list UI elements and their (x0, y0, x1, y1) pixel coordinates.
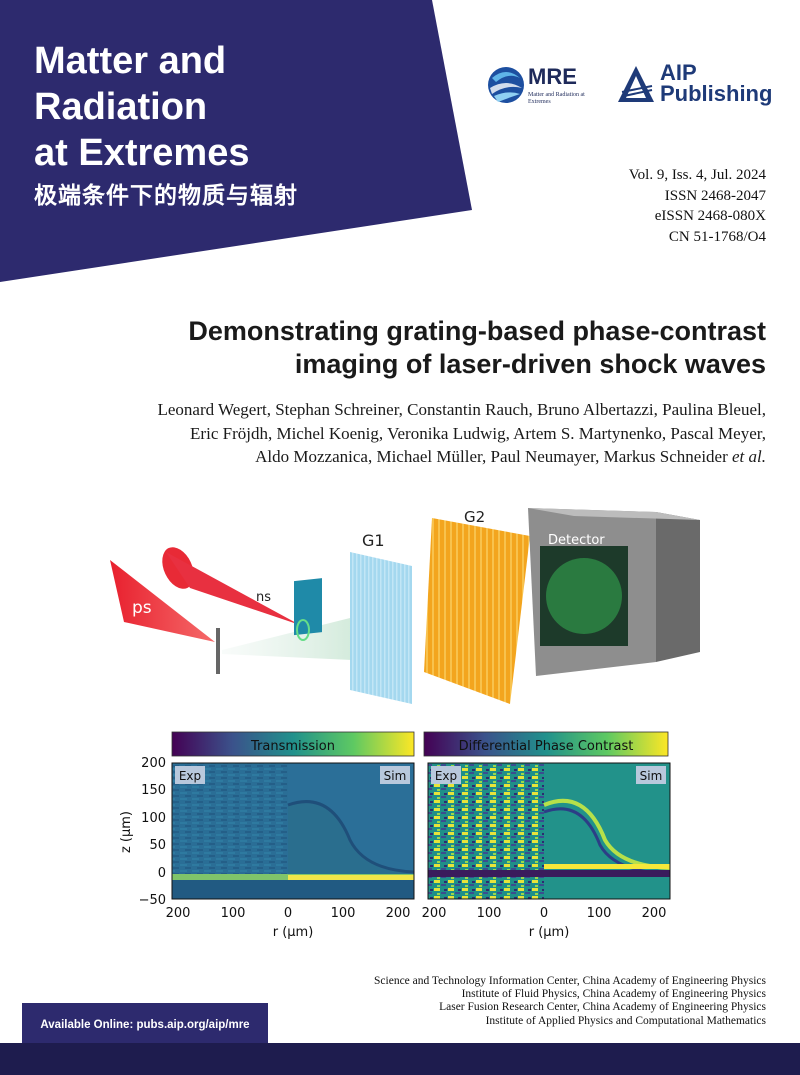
author-list: Leonard Wegert, Stephan Schreiner, Const… (16, 398, 766, 469)
issue-eissn: eISSN 2468-080X (654, 208, 766, 224)
mre-swirl-icon (488, 67, 524, 103)
dpc-colorbar (423, 731, 669, 757)
aip-line1: AIP (660, 60, 697, 85)
x-tick: 100 (587, 906, 612, 921)
mre-logo: MRE Matter and Radiation at Extremes (486, 62, 596, 112)
grating-g2 (424, 518, 530, 704)
article-title-line: imaging of laser-driven shock waves (294, 349, 766, 379)
x-axis-label-left: r (µm) (273, 925, 314, 940)
author-et-al: et al. (732, 447, 766, 466)
g1-label: G1 (362, 531, 385, 550)
grating-g1 (350, 552, 412, 704)
author-names: Aldo Mozzanica, Michael Müller, Paul Neu… (255, 447, 728, 466)
aip-publishing-word: AIP Publishing (660, 60, 773, 106)
aip-triangle-icon (618, 66, 654, 102)
dpc-title: Differential Phase Contrast (459, 739, 634, 754)
affiliations: Science and Technology Information Cente… (374, 975, 766, 1028)
y-tick: −50 (139, 893, 166, 908)
author-line: Leonard Wegert, Stephan Schreiner, Const… (157, 400, 766, 419)
x-tick: 100 (221, 906, 246, 921)
dpc-sim-tag: Sim (640, 769, 663, 783)
x-tick: 200 (166, 906, 191, 921)
x-tick: 200 (642, 906, 667, 921)
y-tick: 150 (141, 783, 166, 798)
dpc-panel: Exp Sim (427, 762, 671, 900)
x-axis-label-right: r (µm) (529, 925, 570, 940)
detector-label: Detector (548, 533, 605, 548)
journal-title-chinese: 极端条件下的物质与辐射 (34, 183, 298, 209)
y-tick: 50 (149, 838, 166, 853)
header-banner (0, 0, 472, 282)
journal-title: Matter and Radiation at Extremes (34, 38, 249, 176)
transmission-exp-tag: Exp (179, 769, 201, 783)
available-online-link[interactable]: Available Online: pubs.aip.org/aip/mre (22, 1003, 268, 1047)
article-title: Demonstrating grating-based phase-contra… (46, 315, 766, 381)
aip-publishing-logo: AIP Publishing (616, 62, 776, 112)
x-tick: 200 (386, 906, 411, 921)
affiliation-line: Science and Technology Information Cente… (374, 975, 766, 987)
bottom-bar (0, 1043, 800, 1075)
x-tick: 0 (540, 906, 548, 921)
issue-info: Vol. 9, Iss. 4, Jul. 2024 ISSN 2468-2047… (629, 165, 766, 247)
transmission-panel: Exp Sim (171, 762, 415, 900)
y-tick: 200 (141, 756, 166, 771)
result-plots: Transmission Differential Phase Contrast… (119, 731, 671, 940)
transmission-sim-tag: Sim (384, 769, 407, 783)
x-tick: 100 (331, 906, 356, 921)
mre-logo-subtitle: Matter and Radiation at Extremes (528, 92, 585, 105)
y-tick: 100 (141, 811, 166, 826)
ps-label: ps (132, 598, 152, 618)
ns-laser-cone (166, 552, 300, 625)
transmission-colorbar (171, 731, 415, 757)
affiliation-line: Institute of Fluid Physics, China Academ… (461, 988, 766, 1001)
author-line: Eric Fröjdh, Michel Koenig, Veronika Lud… (190, 423, 766, 443)
issue-cn: CN 51-1768/O4 (668, 228, 766, 245)
mre-logo-word: MRE (528, 64, 577, 89)
x-tick: 100 (477, 906, 502, 921)
journal-title-line: at Extremes (34, 132, 250, 174)
y-tick: 0 (158, 866, 166, 881)
ns-label: ns (256, 590, 271, 605)
affiliation-line: Institute of Applied Physics and Computa… (485, 1014, 766, 1027)
aip-line2: Publishing (660, 81, 773, 106)
transmission-title: Transmission (250, 739, 335, 754)
x-tick: 200 (422, 906, 447, 921)
affiliation-line: Laser Fusion Research Center, China Acad… (439, 1001, 766, 1014)
dpc-exp-tag: Exp (435, 769, 457, 783)
author-line: Aldo Mozzanica, Michael Müller, Paul Neu… (16, 445, 766, 469)
article-title-line: Demonstrating grating-based phase-contra… (188, 316, 766, 346)
experimental-setup-illustration: ps ns G1 G2 Detector (110, 508, 700, 704)
issue-issn: ISSN 2468-2047 (664, 187, 766, 204)
backlighter-wire (216, 628, 220, 674)
journal-title-line: Radiation (34, 86, 208, 128)
y-axis-label: z (µm) (119, 811, 134, 853)
issue-volume: Vol. 9, Iss. 4, Jul. 2024 (628, 167, 766, 183)
ps-laser-cone (110, 560, 215, 642)
g2-label: G2 (464, 508, 485, 526)
journal-title-line: Matter and (34, 40, 227, 82)
x-tick: 0 (284, 906, 292, 921)
